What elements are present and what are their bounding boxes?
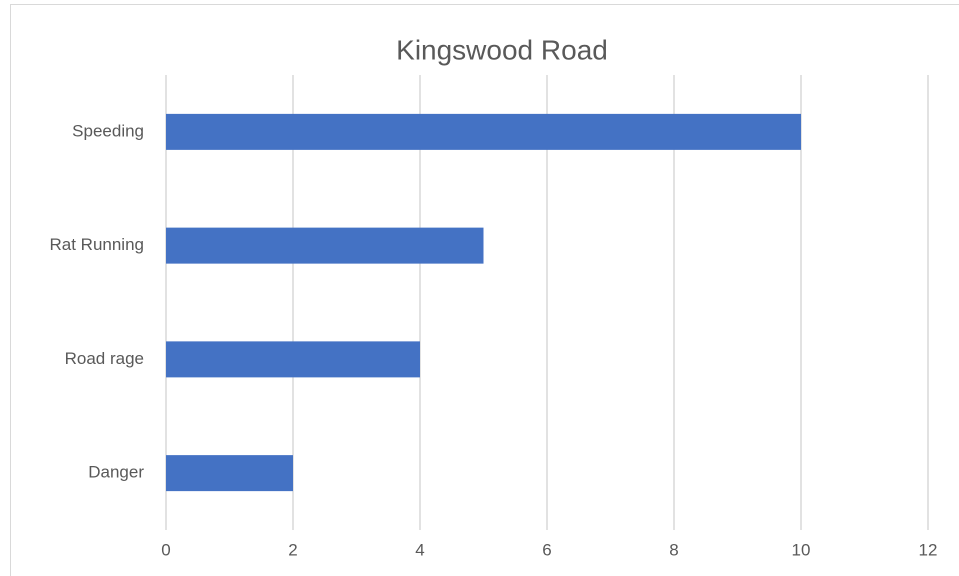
x-tick-label: 8 [669,540,678,559]
chart-frame [10,4,959,576]
y-tick-label: Speeding [72,121,144,140]
chart-title: Kingswood Road [396,34,608,65]
bar [166,455,293,492]
y-tick-label: Danger [88,463,144,482]
y-tick-label: Rat Running [49,235,144,254]
x-tick-label: 2 [288,540,297,559]
bar [166,113,801,150]
x-tick-label: 0 [161,540,170,559]
x-tick-label: 10 [792,540,811,559]
y-tick-label: Road rage [65,349,144,368]
bar [166,227,484,264]
x-tick-label: 12 [919,540,938,559]
bar [166,341,420,378]
x-tick-label: 6 [542,540,551,559]
x-tick-label: 4 [415,540,424,559]
